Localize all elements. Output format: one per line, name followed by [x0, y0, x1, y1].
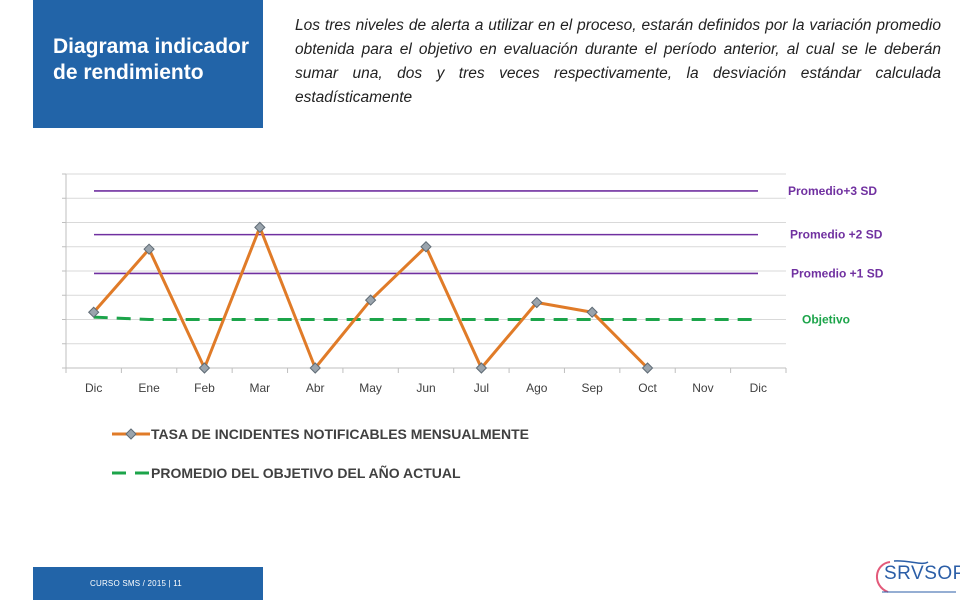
intro-paragraph: Los tres niveles de alerta a utilizar en… [295, 17, 941, 106]
footer-course-label: CURSO SMS / 2015 | 11 [33, 567, 263, 600]
data-point-marker [420, 241, 432, 253]
legend-objective-label: PROMEDIO DEL OBJETIVO DEL AÑO ACTUAL [151, 464, 461, 481]
data-point-marker [198, 362, 211, 374]
data-point-marker [364, 294, 377, 306]
reference-line-label: Promedio +1 SD [791, 266, 884, 280]
data-point-marker [586, 306, 598, 318]
legend-incident-marker [125, 428, 137, 440]
objective-series-line [93, 315, 759, 321]
slide-title: Diagrama indicador de rendimiento [33, 0, 263, 128]
data-point-marker [254, 221, 266, 234]
data-point-marker [87, 306, 100, 318]
x-tick-label: Feb [194, 381, 215, 395]
x-tick-label: Dic [85, 381, 102, 395]
data-point-marker [641, 362, 654, 374]
data-point-marker [309, 362, 321, 374]
logo-swirl-icon [876, 560, 956, 593]
legend-incident-label: TASA DE INCIDENTES NOTIFICABLES MENSUALM… [151, 426, 529, 442]
chart-series [87, 221, 759, 374]
chart-axes: Dic Ene Feb Mar Abr May Jun Jul Ago Sep Oct Nov Dic [62, 173, 787, 395]
x-tick-label: Nov [692, 381, 713, 395]
x-tick-label: Oct [638, 381, 657, 395]
x-tick-label: Dic [750, 381, 767, 395]
x-tick-label: Ene [138, 381, 160, 395]
reference-line-label: Promedio+3 SD [788, 184, 877, 198]
x-tick-label: Jun [416, 381, 435, 395]
chart-gridlines [66, 173, 786, 369]
reference-line-label: Objetivo [802, 313, 850, 327]
x-tick-label: Ago [526, 381, 548, 395]
reference-line-label: Promedio +2 SD [790, 228, 883, 242]
chart-legend: TASA DE INCIDENTES NOTIFICABLES MENSUALM… [112, 426, 529, 481]
data-point-marker [475, 362, 488, 374]
x-tick-label: Sep [581, 381, 603, 395]
logo-text: SRVSOP [884, 563, 960, 584]
chart-reference-lines: Promedio+3 SD Promedio +2 SD Promedio +1 S… [94, 184, 884, 327]
x-tick-label: Abr [306, 381, 325, 395]
data-point-marker [143, 243, 155, 255]
x-tick-label: Jul [474, 381, 489, 395]
x-tick-label: May [359, 381, 382, 395]
data-point-marker [531, 296, 543, 309]
x-tick-label: Mar [250, 381, 271, 395]
srvsop-logo: SRVSOP [870, 556, 960, 600]
